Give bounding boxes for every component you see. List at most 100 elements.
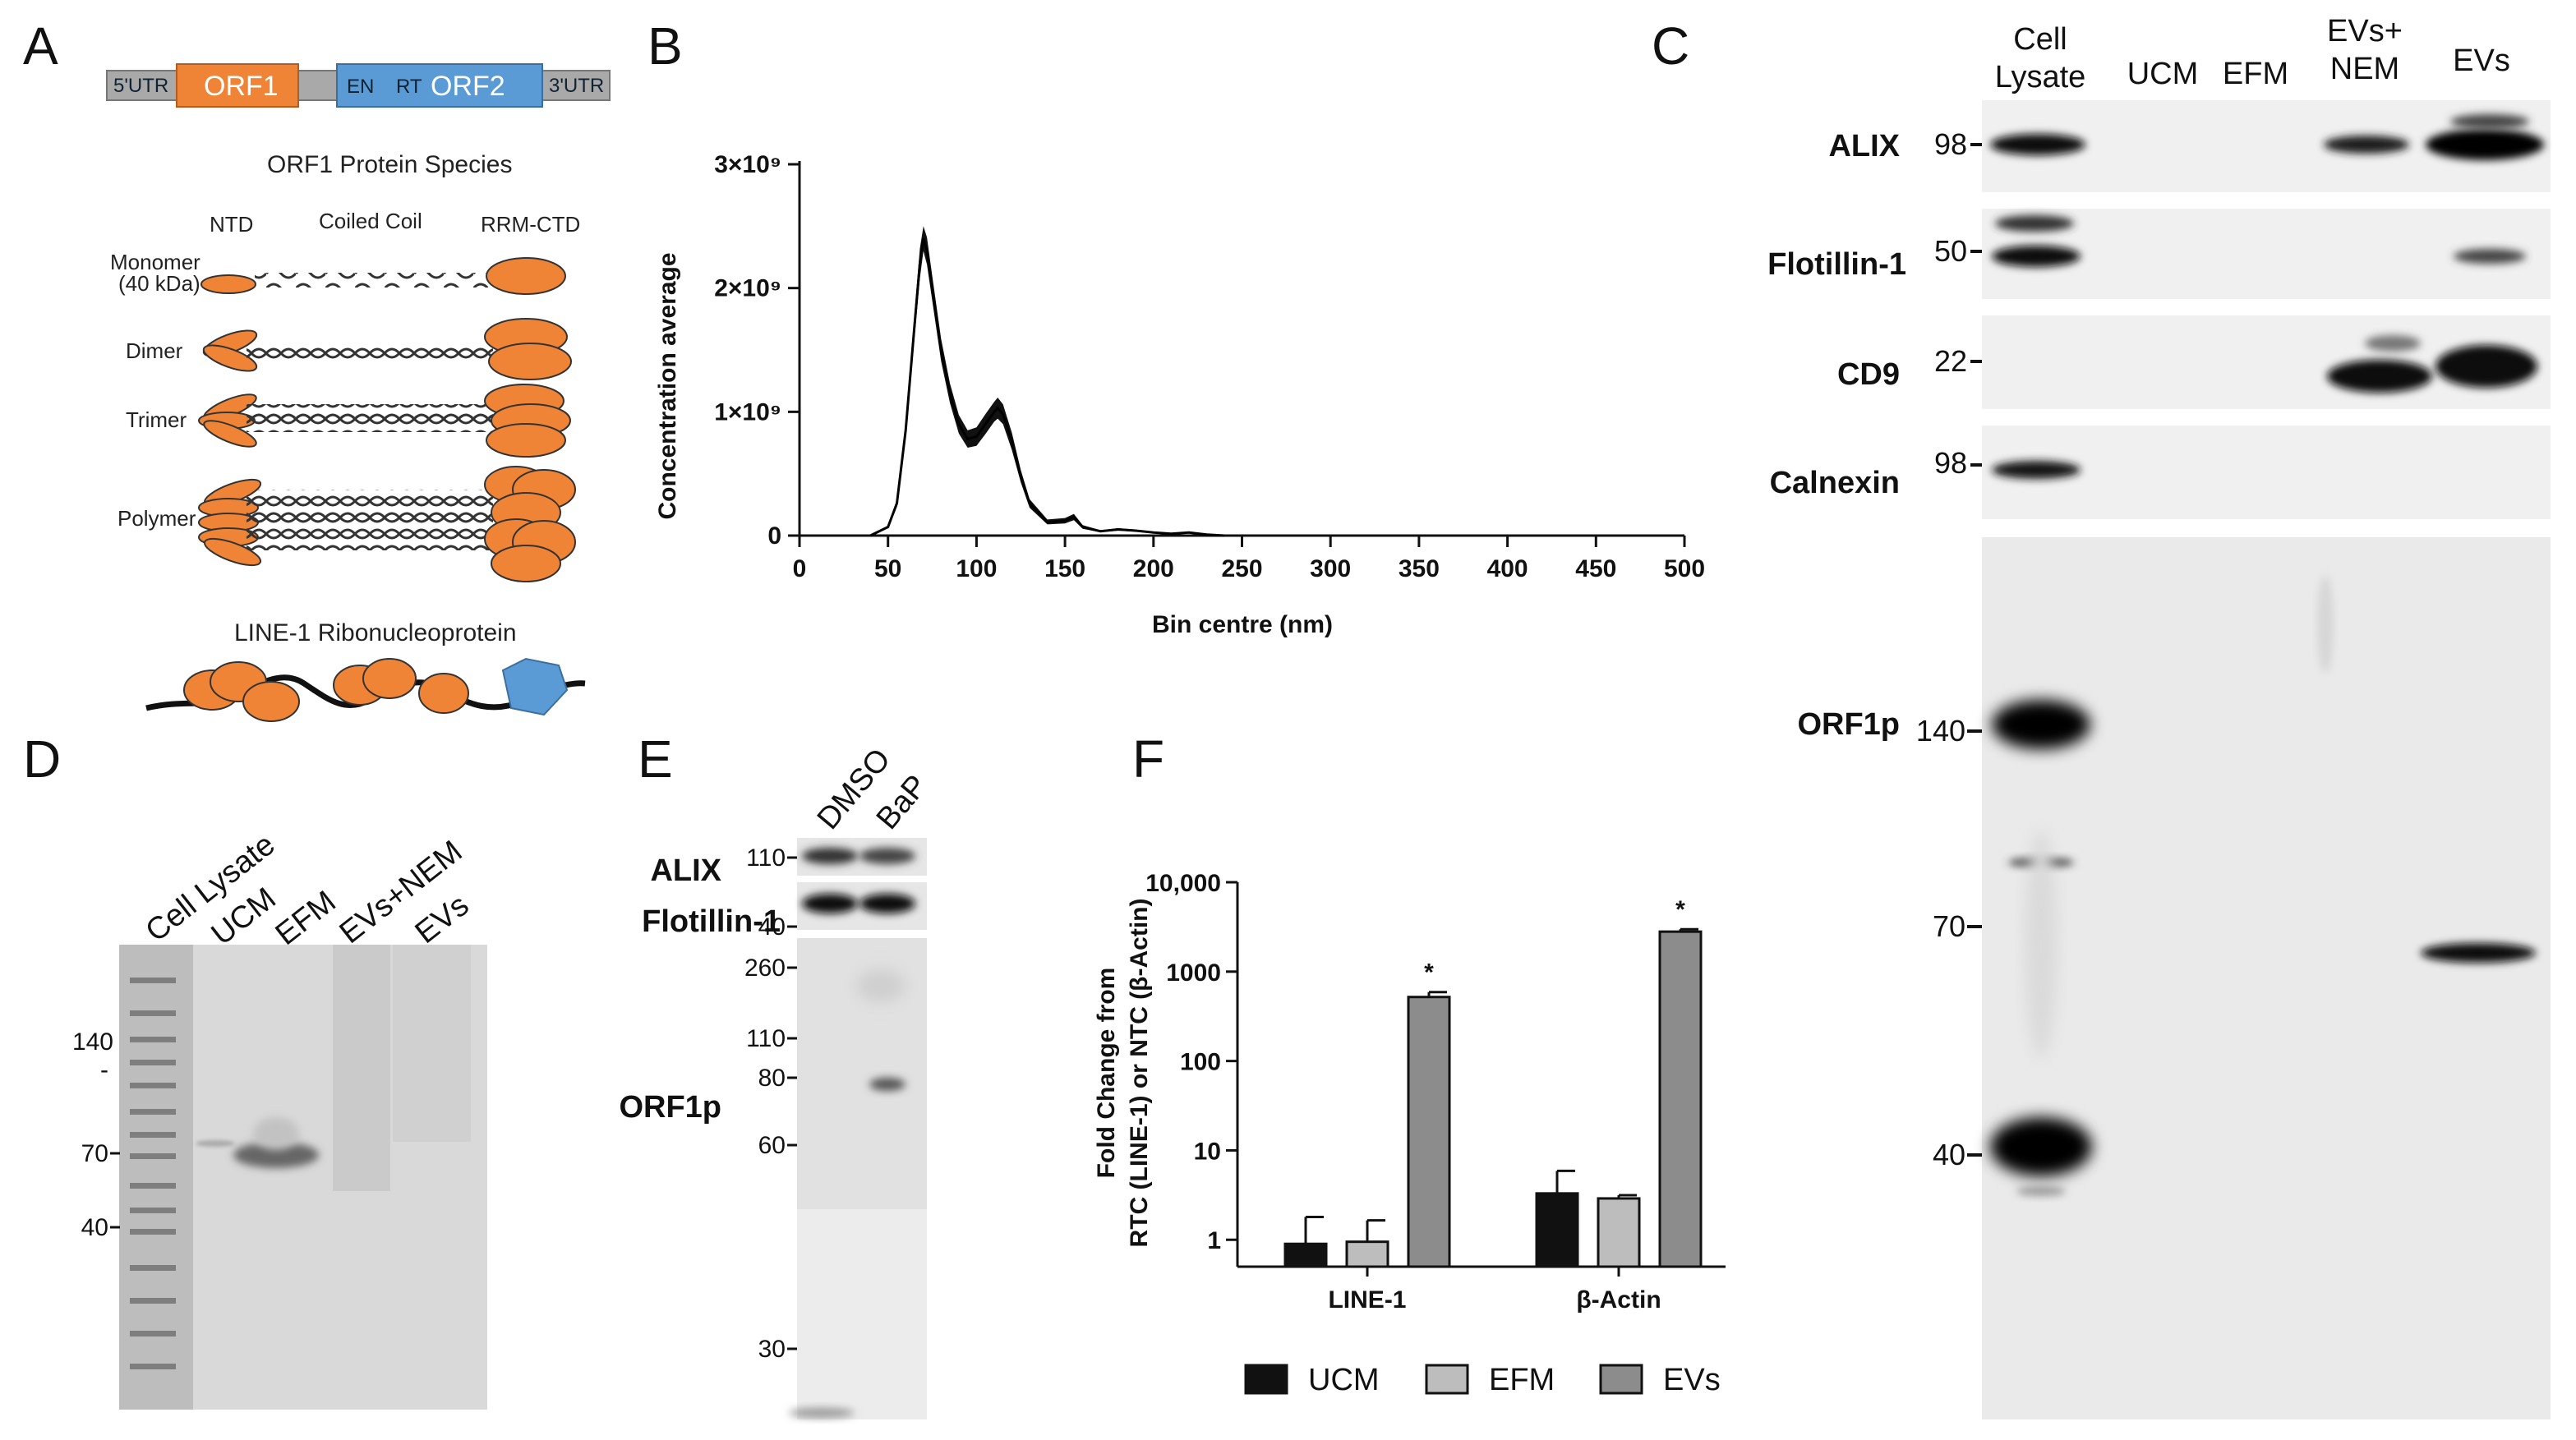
panel-a: A 5'UTR ORF1 EN RT ORF2 3'UTR ORF1 Prote…	[23, 16, 611, 722]
f-ytick-label: 10,000	[1145, 870, 1221, 897]
d-ladder-band	[130, 1208, 176, 1213]
c-lane-evs-nem-2: NEM	[2330, 52, 2399, 86]
rnp-title: LINE-1 Ribonucleoprotein	[234, 619, 517, 646]
fold-change-chart: 1 10 100 1000 10,000 LINE-1 * β-Actin * UCM EFM EVs	[1145, 870, 1726, 1397]
rt-label: RT	[396, 76, 422, 98]
d-ladder-band	[130, 1364, 176, 1369]
dimer-diagram: Dimer	[126, 318, 572, 380]
panel-c: C Cell Lysate UCM EFM EVs+ NEM EVs ALIX …	[1652, 14, 2551, 1419]
d-ladder-band	[130, 1060, 176, 1065]
d-ladder-bands	[130, 978, 176, 1369]
f-significance: *	[1424, 959, 1434, 987]
d-ladder-band	[130, 1083, 176, 1088]
f-category-label: β-Actin	[1576, 1286, 1661, 1313]
orf1-label: ORF1	[204, 71, 279, 102]
f-category-label: LINE-1	[1328, 1286, 1406, 1313]
utr5-label: 5'UTR	[113, 75, 168, 97]
e-mw-60: 60	[758, 1132, 786, 1159]
e-mw-260: 260	[744, 955, 786, 982]
c-row-alix: ALIX	[1828, 129, 1900, 163]
trimer-diagram: Trimer	[126, 384, 571, 458]
b-xlabel: Bin centre (nm)	[1152, 611, 1333, 638]
c-mw-cd9: 22	[1934, 344, 1967, 378]
f-ytick-label: 1	[1207, 1227, 1221, 1254]
d-ladder-band	[130, 1010, 176, 1016]
c-row-flotillin: Flotillin-1	[1767, 247, 1906, 282]
c-lane-labels: Cell Lysate UCM EFM EVs+ NEM EVs	[1995, 14, 2510, 94]
b-xtick-label: 150	[1044, 555, 1085, 582]
b-error-band	[870, 226, 1224, 536]
d-ladder-band	[130, 978, 176, 983]
c-lane-ucm: UCM	[2127, 57, 2199, 91]
c-mw-70: 70	[1933, 909, 1965, 943]
c-lane-evs-nem-1: EVs+	[2327, 14, 2403, 48]
d-ladder-band	[130, 1298, 176, 1304]
f-ytick-label: 1000	[1166, 959, 1221, 987]
d-mw-140: 140	[72, 1028, 113, 1056]
polymer-diagram: Polymer	[118, 466, 576, 582]
f-legend-swatch	[1599, 1364, 1643, 1395]
e-mw-80: 80	[758, 1065, 786, 1092]
f-bar	[1658, 930, 1703, 1268]
c-lane-evs: EVs	[2453, 44, 2510, 78]
f-bar	[1597, 1197, 1641, 1268]
line1-gene-map: 5'UTR ORF1 EN RT ORF2 3'UTR	[106, 63, 611, 108]
orf1-species-title: ORF1 Protein Species	[267, 151, 512, 178]
f-legend-swatch	[1244, 1364, 1288, 1395]
c-lane-cell-lysate-2: Lysate	[1995, 60, 2086, 94]
b-xtick-label: 100	[956, 555, 997, 582]
c-mw-140: 140	[1916, 714, 1965, 748]
utr3-label: 3'UTR	[549, 75, 604, 97]
b-xtick-label: 450	[1575, 555, 1616, 582]
b-ytick-label: 0	[767, 522, 781, 550]
d-ladder-band	[130, 1183, 176, 1189]
panel-e: E DMSO BaP ALIX 110 Flotillin-1 40 ORF1p…	[619, 729, 934, 1419]
f-ytick-label: 10	[1194, 1138, 1221, 1165]
panel-f: F Fold Change from RTC (LINE-1) or NTC (…	[1093, 729, 1726, 1397]
monomer-diagram: Monomer (40 kDa)	[110, 250, 566, 296]
e-mw-110b: 110	[746, 1025, 786, 1052]
d-mw-40: 40	[81, 1214, 108, 1241]
d-ladder-band	[130, 1109, 176, 1115]
f-bar	[1345, 1240, 1389, 1268]
b-ytick-label: 2×10⁹	[714, 275, 781, 302]
c-blot-flotillin: Flotillin-1 50	[1767, 209, 2551, 299]
c-blot-orf1p: ORF1p 140 70 40	[1797, 537, 2551, 1419]
panel-d: D Cell Lysate UCM EFM EVs+NEM EVs 140 - …	[23, 729, 487, 1410]
c-blot-alix: ALIX 98	[1828, 100, 2551, 192]
e-mw-40a: 40	[758, 913, 786, 941]
b-xtick-label: 300	[1310, 555, 1351, 582]
trimer-label: Trimer	[126, 407, 187, 432]
e-mw-110a: 110	[746, 844, 786, 872]
b-xtick-label: 350	[1399, 555, 1440, 582]
c-blot-calnexin: Calnexin 98	[1770, 426, 2551, 519]
orf2-label: ORF2	[431, 71, 505, 102]
d-ladder-band	[130, 1229, 176, 1235]
c-mw-40: 40	[1933, 1138, 1965, 1171]
c-mw-calnexin: 98	[1934, 446, 1967, 480]
f-legend-label: EVs	[1663, 1363, 1721, 1397]
c-row-cd9: CD9	[1837, 357, 1900, 392]
polymer-label: Polymer	[118, 506, 196, 531]
en-label: EN	[347, 76, 374, 98]
b-xtick-label: 50	[874, 555, 901, 582]
b-xtick-label: 200	[1133, 555, 1174, 582]
b-xtick-label: 0	[793, 555, 807, 582]
d-ladder-band	[130, 1132, 176, 1138]
c-lane-efm: EFM	[2223, 57, 2288, 91]
rrm-ctd-label: RRM-CTD	[481, 212, 580, 237]
orf2-box	[336, 63, 543, 108]
dimer-label: Dimer	[126, 338, 183, 363]
panel-d-label: D	[23, 729, 61, 789]
panel-e-label: E	[638, 729, 673, 789]
monomer-kda-label: (40 kDa)	[118, 271, 200, 296]
panel-a-label: A	[23, 16, 58, 76]
d-mw-dash: -	[100, 1056, 108, 1083]
b-xtick-label: 500	[1664, 555, 1705, 582]
f-significance: *	[1675, 896, 1685, 923]
e-row-flotillin: Flotillin-1	[642, 904, 781, 939]
b-ylabel: Concentration average	[654, 252, 681, 519]
d-ladder-band	[130, 1265, 176, 1271]
panel-b-label: B	[647, 16, 683, 76]
